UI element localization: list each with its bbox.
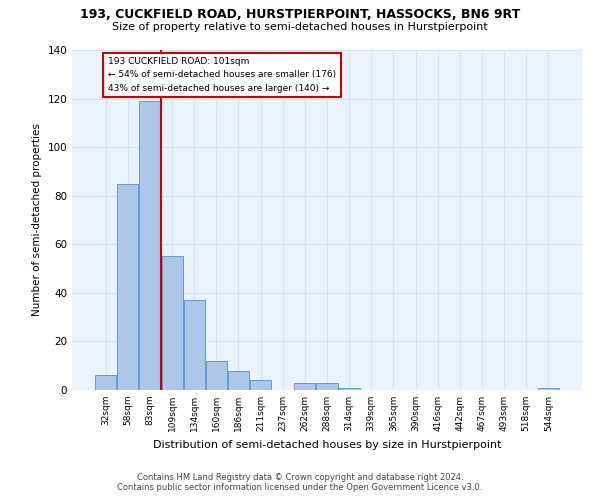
Bar [538, 388, 559, 390]
Text: 193 CUCKFIELD ROAD: 101sqm
← 54% of semi-detached houses are smaller (176)
43% o: 193 CUCKFIELD ROAD: 101sqm ← 54% of semi… [108, 58, 336, 92]
Y-axis label: Number of semi-detached properties: Number of semi-detached properties [32, 124, 42, 316]
Bar [316, 382, 338, 390]
X-axis label: Distribution of semi-detached houses by size in Hurstpierpoint: Distribution of semi-detached houses by … [153, 440, 501, 450]
Bar [184, 300, 205, 390]
Bar [228, 370, 249, 390]
Bar [118, 184, 139, 390]
Bar [295, 382, 316, 390]
Bar [206, 361, 227, 390]
Bar [161, 256, 182, 390]
Bar [338, 388, 359, 390]
Bar [250, 380, 271, 390]
Text: Size of property relative to semi-detached houses in Hurstpierpoint: Size of property relative to semi-detach… [112, 22, 488, 32]
Text: 193, CUCKFIELD ROAD, HURSTPIERPOINT, HASSOCKS, BN6 9RT: 193, CUCKFIELD ROAD, HURSTPIERPOINT, HAS… [80, 8, 520, 20]
Text: Contains HM Land Registry data © Crown copyright and database right 2024.
Contai: Contains HM Land Registry data © Crown c… [118, 473, 482, 492]
Bar [139, 101, 160, 390]
Bar [95, 376, 116, 390]
